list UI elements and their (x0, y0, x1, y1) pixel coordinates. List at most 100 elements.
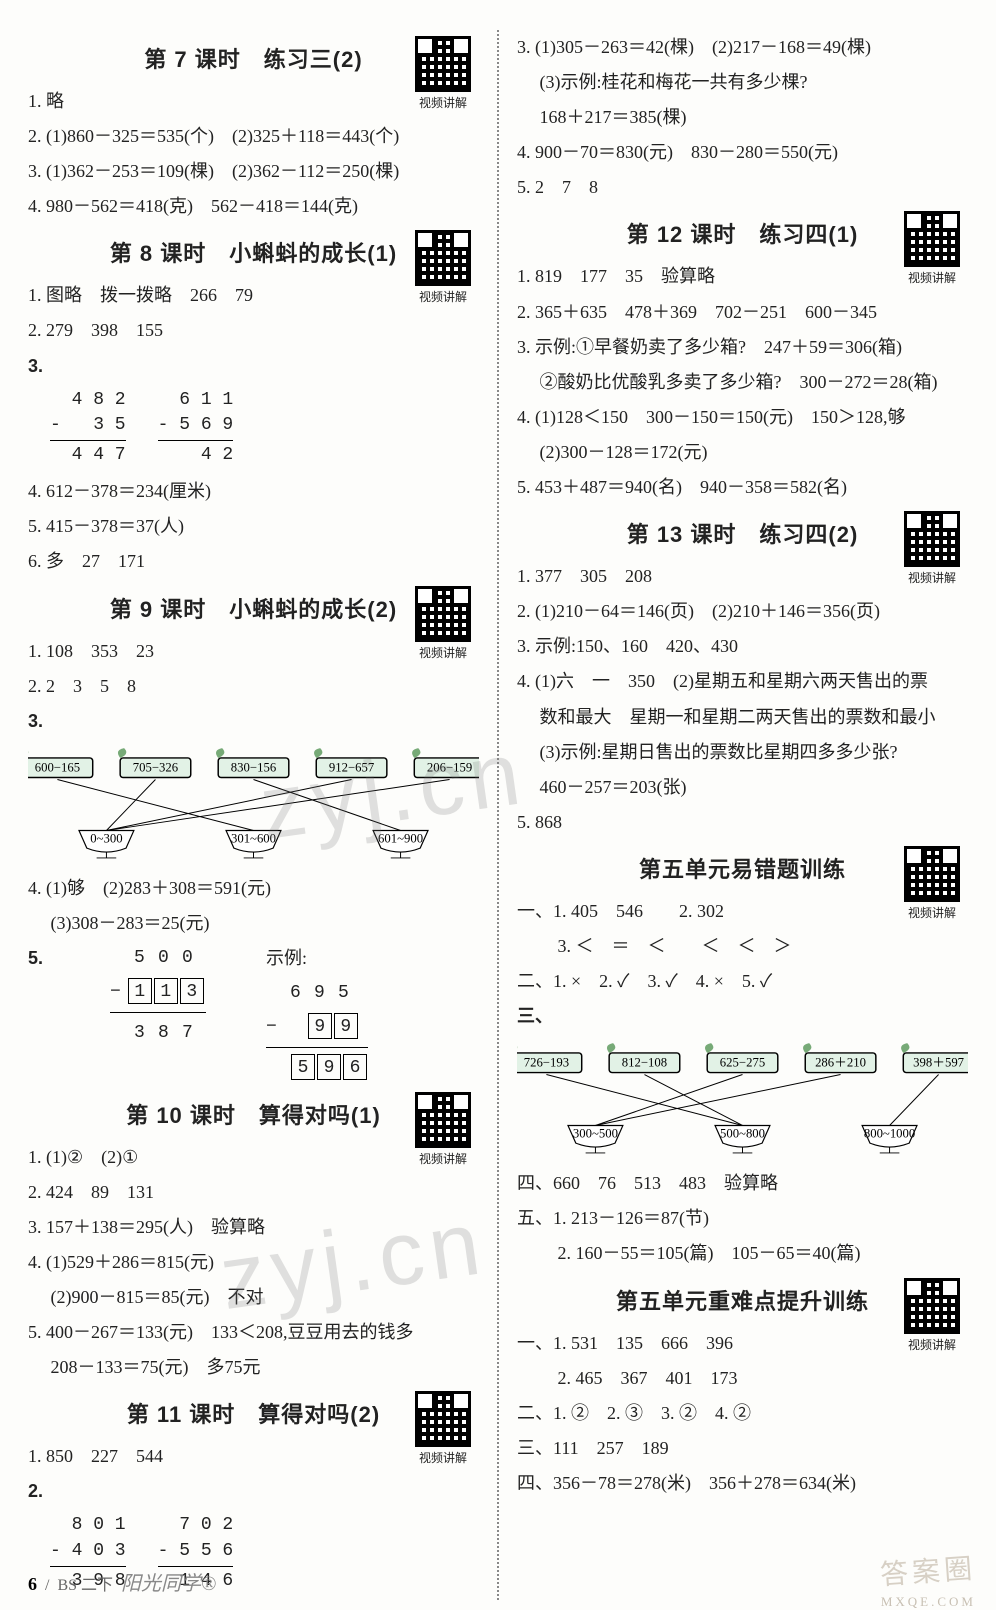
vertical-calc: 4 8 2 - 3 5 4 4 7 (50, 388, 126, 469)
section-title: 第 13 课时 练习四(2) (627, 517, 859, 549)
section-err-header: 第五单元易错题训练 视频讲解 (517, 852, 968, 884)
answer-line: 4. 612－378＝234(厘米) (28, 474, 479, 509)
qr-caption: 视频讲解 (896, 569, 968, 586)
section-8-header: 第 8 课时 小蝌蚪的成长(1) 视频讲解 (28, 236, 479, 268)
boxed-calc: 695−99596 (266, 976, 368, 1086)
calc-rule (50, 440, 126, 441)
answer-line: 4. (1)128＜150 300－150＝150(元) 150＞128,够 (517, 400, 968, 435)
answer-line: 4. (1)够 (2)283＋308＝591(元) (28, 871, 479, 906)
qr-code-icon (415, 586, 471, 642)
svg-text:0~300: 0~300 (90, 831, 122, 845)
section-title: 第五单元易错题训练 (639, 852, 846, 884)
qr-caption: 视频讲解 (407, 644, 479, 661)
answer-line: 208－133＝75(元) 多75元 (28, 1350, 479, 1385)
qr-caption: 视频讲解 (896, 269, 968, 286)
qr-block: 视频讲解 (896, 511, 968, 586)
svg-text:601~900: 601~900 (378, 831, 423, 845)
page-number: 6 (28, 1574, 37, 1595)
qr-code-icon (904, 846, 960, 902)
qr-caption: 视频讲解 (896, 904, 968, 921)
qr-block: 视频讲解 (896, 846, 968, 921)
answer-line: 四、356－78＝278(米) 356＋278＝634(米) (517, 1466, 968, 1501)
qr-code-icon (904, 511, 960, 567)
right-column: 3. (1)305－263＝42(棵) (2)217－168＝49(棵) (3)… (499, 30, 968, 1600)
answer-line: (2)900－815＝85(元) 不对 (28, 1280, 479, 1315)
item-number: 3. (28, 704, 479, 739)
item-number: 5. (28, 941, 50, 976)
answer-line: 2. (1)210－64＝146(页) (2)210＋146＝356(页) (517, 594, 968, 629)
answer-line: (2)300－128＝172(元) (517, 435, 968, 470)
qr-block: 视频讲解 (407, 1391, 479, 1466)
answer-line: ②酸奶比优酸乳多卖了多少箱? 300－272＝28(箱) (517, 365, 968, 400)
answer-line: 5. 2 7 8 (517, 170, 968, 205)
calc-line: 4 2 (158, 443, 234, 468)
answer-line: 5. 453＋487＝940(名) 940－358＝582(名) (517, 470, 968, 505)
answer-line: 2. 2 3 5 8 (28, 669, 479, 704)
qr-code-icon (904, 211, 960, 267)
answer-line: 3. 示例:①早餐奶卖了多少箱? 247＋59＝306(箱) (517, 330, 968, 365)
svg-text:912−657: 912−657 (329, 760, 374, 774)
svg-text:625−275: 625−275 (720, 1056, 765, 1070)
calc-line: 8 0 1 (50, 1513, 126, 1538)
svg-text:500~800: 500~800 (720, 1127, 765, 1141)
answer-line: (3)308－283＝25(元) (28, 906, 479, 941)
item-number: 2. (28, 1481, 43, 1501)
answer-line: 4. (1)六 一 350 (2)星期五和星期六两天售出的票 (517, 664, 968, 699)
vertical-calc: 6 1 1 - 5 6 9 4 2 (158, 388, 234, 469)
qr-block: 视频讲解 (407, 36, 479, 111)
section-title: 第 8 课时 小蝌蚪的成长(1) (110, 236, 397, 268)
answer-line: 4. (1)529＋286＝815(元) (28, 1245, 479, 1280)
boxed-calc-example: 示例: 695−99596 (266, 941, 368, 1086)
section-10-header: 第 10 课时 算得对吗(1) 视频讲解 (28, 1098, 479, 1130)
qr-caption: 视频讲解 (407, 288, 479, 305)
answer-line: 2. (1)860－325＝535(个) (2)325＋118＝443(个) (28, 119, 479, 154)
qr-block: 视频讲解 (896, 1278, 968, 1353)
section-title: 第 9 课时 小蝌蚪的成长(2) (110, 592, 397, 624)
answer-line: 168＋217＝385(棵) (517, 100, 968, 135)
svg-text:206−159: 206−159 (427, 760, 472, 774)
qr-code-icon (904, 1278, 960, 1334)
boxed-calc: 500−113387 (110, 941, 206, 1051)
qr-caption: 视频讲解 (407, 1150, 479, 1167)
answer-line: 3. (1)305－263＝42(棵) (2)217－168＝49(棵) (517, 30, 968, 65)
boxed-calc-row: 5. 500−113387 示例: 695−99596 (28, 941, 479, 1086)
answer-line: 数和最大 星期一和星期二两天售出的票数和最小 (517, 700, 968, 735)
calc-line: - 3 5 (50, 413, 126, 438)
item-number: 3. (28, 356, 43, 376)
qr-code-icon (415, 1092, 471, 1148)
section-9-header: 第 9 课时 小蝌蚪的成长(2) 视频讲解 (28, 592, 479, 624)
answer-line: (3)示例:星期日售出的票数比星期四多多少张? (517, 735, 968, 770)
section-title: 第 10 课时 算得对吗(1) (126, 1098, 381, 1130)
svg-text:726−193: 726−193 (524, 1056, 569, 1070)
qr-caption: 视频讲解 (407, 1449, 479, 1466)
answer-line: 460－257＝203(张) (517, 770, 968, 805)
answer-line: 5. 400－267＝133(元) 133＜208,豆豆用去的钱多 (28, 1315, 479, 1350)
answer-line: 6. 多 27 171 (28, 544, 479, 579)
qr-block: 视频讲解 (407, 230, 479, 305)
answer-line: 3. 157＋138＝295(人) 验算略 (28, 1210, 479, 1245)
answer-line: 2. 365＋635 478＋369 702－251 600－345 (517, 295, 968, 330)
answer-line: 二、1. × 2. ✓ 3. ✓ 4. × 5. ✓ (517, 964, 968, 999)
page-footer: 6 / BS 二下 阳光同学® (28, 1567, 216, 1596)
calc-line: 6 1 1 (158, 388, 234, 413)
svg-text:398＋597: 398＋597 (913, 1056, 964, 1070)
answer-line: 三、111 257 189 (517, 1431, 968, 1466)
calc-line: 4 4 7 (50, 443, 126, 468)
qr-caption: 视频讲解 (407, 94, 479, 111)
answer-line: 3. ＜ ＝ ＜ ＜ ＜ ＞ (517, 929, 968, 964)
qr-code-icon (415, 1391, 471, 1447)
calc-line: - 5 5 6 (158, 1539, 234, 1564)
svg-text:812−108: 812−108 (622, 1056, 667, 1070)
answer-line: 2. 279 398 155 (28, 313, 479, 348)
calc-line: - 5 6 9 (158, 413, 234, 438)
svg-text:800~1000: 800~1000 (864, 1127, 915, 1141)
qr-block: 视频讲解 (407, 1092, 479, 1167)
section-title: 第 12 课时 练习四(1) (627, 217, 859, 249)
qr-code-icon (415, 230, 471, 286)
section-12-header: 第 12 课时 练习四(1) 视频讲解 (517, 217, 968, 249)
footer-edition: BS 二下 (57, 1571, 113, 1595)
section-title: 第五单元重难点提升训练 (616, 1284, 869, 1316)
answer-line: 3. 示例:150、160 420、430 (517, 629, 968, 664)
answer-line: 3. (1)362－253＝109(棵) (2)362－112＝250(棵) (28, 154, 479, 189)
section-13-header: 第 13 课时 练习四(2) 视频讲解 (517, 517, 968, 549)
